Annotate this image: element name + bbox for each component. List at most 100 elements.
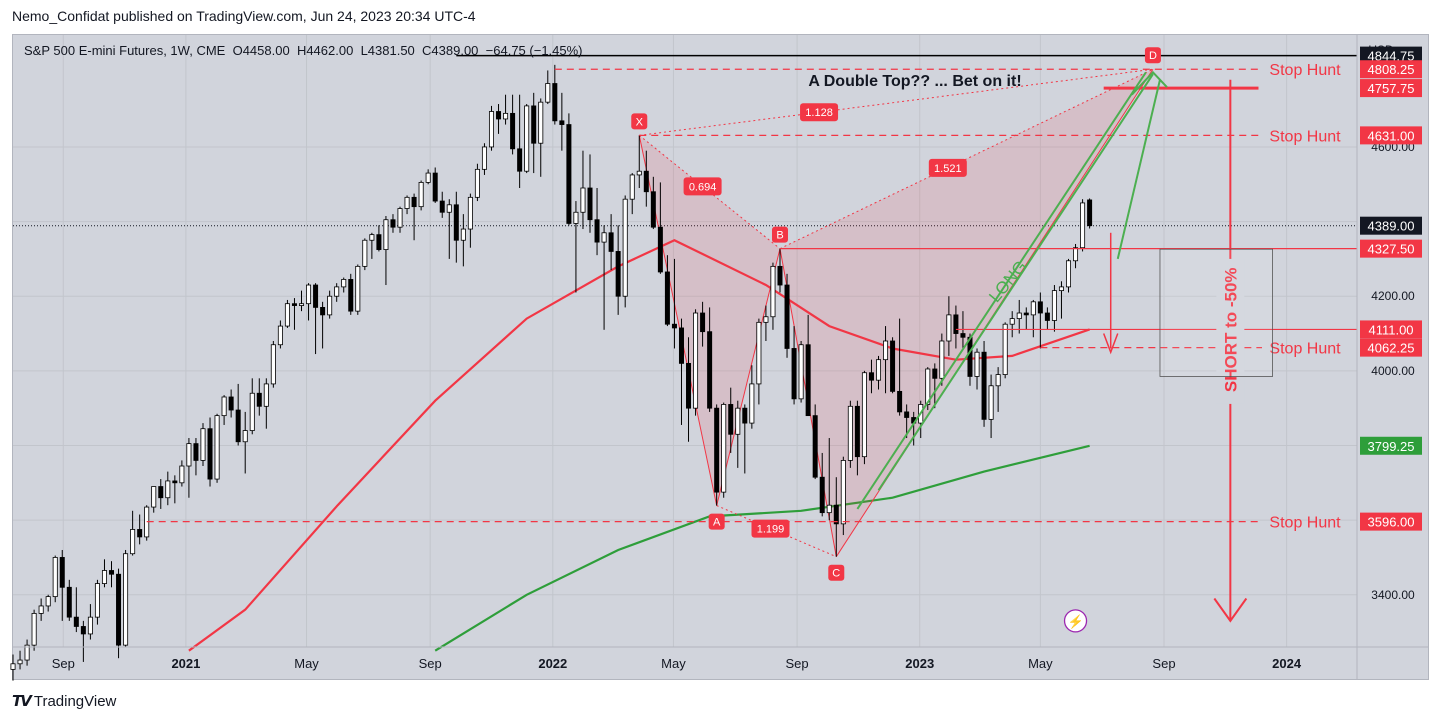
candle-body <box>52 557 58 598</box>
candle <box>425 169 431 185</box>
candle <box>200 423 206 467</box>
candle <box>341 277 347 293</box>
candle <box>608 214 614 271</box>
candle-body <box>573 211 579 224</box>
price-badge-label: 4808.25 <box>1368 62 1415 77</box>
candle <box>130 510 136 556</box>
candle <box>538 98 544 177</box>
candle-body <box>369 234 375 241</box>
candle-body <box>876 359 882 381</box>
candle-body <box>714 407 720 493</box>
candle-body <box>1037 301 1043 314</box>
point-badge-b <box>771 226 788 243</box>
candle <box>861 370 867 465</box>
ratio-badge <box>928 158 967 177</box>
candle-body <box>411 196 417 208</box>
candle-body <box>552 83 558 122</box>
ratio-label: 0.694 <box>689 181 717 193</box>
candle-body <box>587 187 593 221</box>
candle-body <box>1030 301 1036 316</box>
legend-high-label: H <box>296 43 307 58</box>
candle-body <box>348 279 354 312</box>
candle <box>355 264 361 315</box>
candle <box>327 290 333 319</box>
legend-change: −64.75 (−1.45%) <box>485 43 583 58</box>
candle-body <box>496 111 502 120</box>
candle <box>1023 307 1029 330</box>
candle <box>52 555 58 603</box>
candle <box>953 305 959 349</box>
candle <box>777 248 783 293</box>
chart-frame[interactable] <box>12 34 1429 680</box>
candle <box>481 143 487 175</box>
short-arrowhead <box>1213 597 1248 623</box>
candle-body <box>868 372 874 381</box>
candle <box>566 113 572 226</box>
tradingview-logo[interactable]: 𝙏𝙑 TradingView <box>12 692 116 711</box>
candle <box>650 176 656 230</box>
candle <box>594 188 600 256</box>
candle-body <box>277 325 283 346</box>
candle-body <box>80 626 86 635</box>
price-badge-label: 4389.00 <box>1368 219 1415 234</box>
candle <box>517 94 523 188</box>
candle-body <box>320 307 326 316</box>
candle-body <box>123 553 129 646</box>
candle-body <box>510 112 516 150</box>
candle-body <box>643 170 649 193</box>
candle <box>397 206 403 233</box>
candle <box>390 214 396 233</box>
candle <box>38 598 44 621</box>
candle-body <box>270 344 276 385</box>
candle <box>932 363 938 409</box>
candle <box>763 305 769 341</box>
candle-body <box>235 409 241 443</box>
candle-body <box>580 187 586 213</box>
candle-body <box>488 111 494 148</box>
candle-body <box>24 644 30 661</box>
candle <box>826 438 832 521</box>
candle-body <box>995 374 1001 387</box>
legend-open: 4458.00 <box>242 43 290 58</box>
candle-body <box>784 284 790 349</box>
point-label-c: C <box>832 568 840 580</box>
candle <box>277 320 283 349</box>
price-badge-label: 4111.00 <box>1368 322 1413 337</box>
long-arrowhead <box>1131 70 1168 96</box>
candle <box>235 383 241 446</box>
candle <box>721 402 727 498</box>
stop-hunt-label: Stop Hunt <box>1269 128 1341 145</box>
x-tick-label: Sep <box>786 656 809 671</box>
candle <box>643 150 649 207</box>
candle-body <box>545 83 551 103</box>
candle-body <box>327 295 333 316</box>
candle <box>404 195 410 215</box>
candle-body <box>186 443 192 467</box>
candle-body <box>650 191 656 228</box>
candle <box>749 365 755 429</box>
candle <box>383 215 389 286</box>
candle <box>376 225 382 252</box>
candle-body <box>953 314 959 334</box>
candle-body <box>686 362 692 409</box>
candle <box>31 609 37 651</box>
candle-body <box>974 351 980 377</box>
long-arrow-3 <box>1116 79 1161 260</box>
candle-body <box>678 327 684 364</box>
candle <box>524 104 530 174</box>
candle-body <box>94 583 100 618</box>
candle <box>1009 311 1015 338</box>
candle-body <box>559 120 565 125</box>
candle-body <box>728 404 734 435</box>
x-tick-label: Sep <box>419 656 442 671</box>
candle <box>334 283 340 302</box>
candle <box>80 620 86 662</box>
candle <box>10 654 16 681</box>
candle <box>770 262 776 330</box>
candle-body <box>812 415 818 478</box>
candle <box>876 355 882 390</box>
candle-body <box>45 596 51 607</box>
candle <box>144 505 150 541</box>
candle <box>1044 307 1050 330</box>
